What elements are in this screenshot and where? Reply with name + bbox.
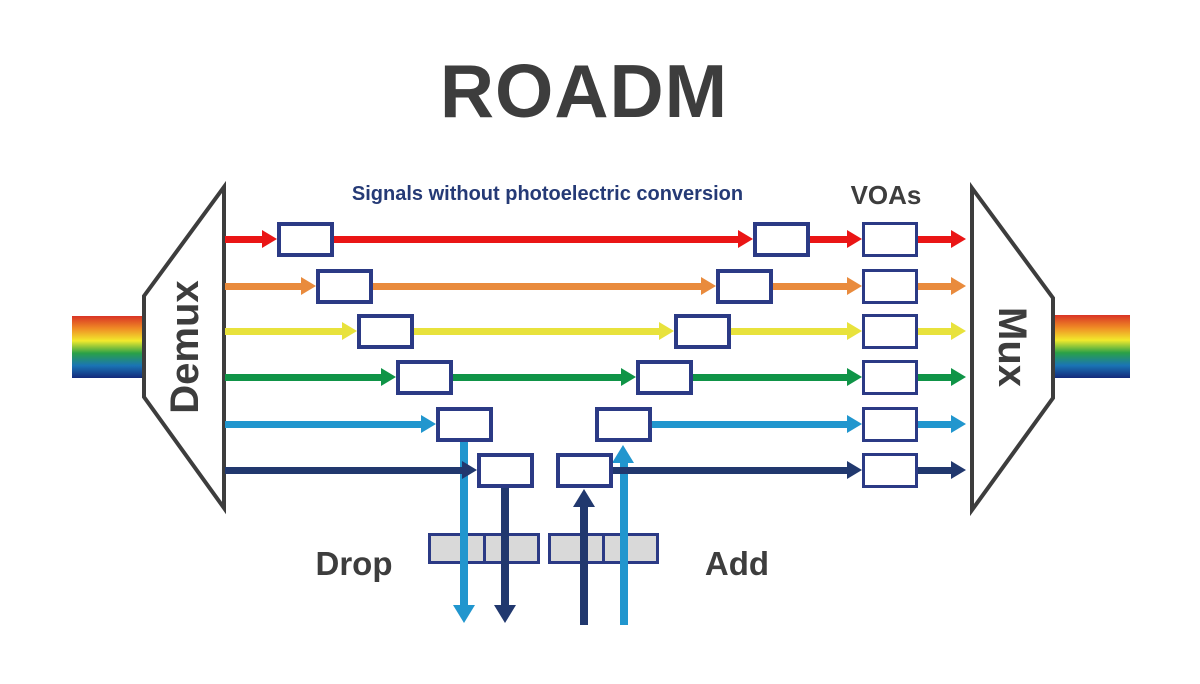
green-arrowhead-icon <box>951 368 966 386</box>
drop-label: Drop <box>315 545 393 582</box>
orange-line-from-demux <box>225 282 304 290</box>
light-blue-line-from-demux <box>225 420 424 428</box>
add-dark-blue-line <box>580 504 588 625</box>
red-switch-box-east <box>753 221 810 257</box>
drop-dark-blue-arrowhead-icon <box>494 605 516 623</box>
yellow-voa-box <box>862 313 918 349</box>
green-arrowhead-icon <box>381 368 396 386</box>
subtitle-label: Signals without photoelectric conversion <box>351 183 744 205</box>
red-arrowhead-icon <box>847 230 862 248</box>
yellow-arrowhead-icon <box>659 322 674 340</box>
add-dark-blue-arrowhead-icon <box>573 489 595 507</box>
add-label: Add <box>704 545 770 582</box>
dark-blue-switch-box-west <box>477 452 534 488</box>
green-arrowhead-icon <box>847 368 862 386</box>
voas-label: VOAs <box>850 180 922 210</box>
dark-blue-switch-box-east <box>556 452 613 488</box>
red-switch-box-west <box>277 221 334 257</box>
red-voa-box <box>862 221 918 257</box>
demux-label: Demux <box>163 280 207 414</box>
green-line-to-mux <box>918 373 952 381</box>
drop-light-blue-line <box>460 442 468 606</box>
dark-blue-line-to-mux <box>918 466 952 474</box>
red-arrowhead-icon <box>262 230 277 248</box>
add-light-blue-line <box>620 460 628 625</box>
drop-dark-blue-line <box>501 487 509 606</box>
drop-coupler-cell <box>482 536 538 561</box>
add-coupler <box>548 533 659 564</box>
yellow-switch-box-west <box>357 313 414 349</box>
red-line-to-voa <box>810 235 850 243</box>
page-title: ROADM <box>439 49 729 133</box>
green-line-from-demux <box>225 373 384 381</box>
green-line-to-voa <box>693 373 850 381</box>
red-line-middle <box>334 235 741 243</box>
orange-line-to-mux <box>918 282 952 290</box>
orange-line-to-voa <box>773 282 850 290</box>
drop-coupler <box>428 533 540 564</box>
dark-blue-line-from-demux <box>225 466 465 474</box>
red-line-to-mux <box>918 235 952 243</box>
orange-arrowhead-icon <box>701 277 716 295</box>
yellow-arrowhead-icon <box>847 322 862 340</box>
green-arrowhead-icon <box>621 368 636 386</box>
light-blue-arrowhead-icon <box>951 415 966 433</box>
orange-arrowhead-icon <box>301 277 316 295</box>
orange-arrowhead-icon <box>847 277 862 295</box>
add-light-blue-arrowhead-icon <box>612 445 634 463</box>
yellow-arrowhead-icon <box>342 322 357 340</box>
dark-blue-voa-box <box>862 452 918 488</box>
red-arrowhead-icon <box>738 230 753 248</box>
demux-shape <box>142 180 226 515</box>
yellow-line-to-mux <box>918 327 952 335</box>
mux-shape <box>970 181 1055 517</box>
dark-blue-line-to-voa <box>613 466 850 474</box>
yellow-line-from-demux <box>225 327 345 335</box>
input-spectrum-band <box>72 316 144 378</box>
green-switch-box-east <box>636 359 693 395</box>
light-blue-switch-box-west <box>436 406 493 442</box>
yellow-line-to-voa <box>731 327 850 335</box>
orange-line-middle <box>373 282 704 290</box>
light-blue-line-to-voa <box>652 420 850 428</box>
yellow-switch-box-east <box>674 313 731 349</box>
add-coupler-cell <box>602 536 656 561</box>
red-arrowhead-icon <box>951 230 966 248</box>
orange-switch-box-east <box>716 268 773 304</box>
red-line-from-demux <box>225 235 265 243</box>
dark-blue-arrowhead-icon <box>951 461 966 479</box>
light-blue-voa-box <box>862 406 918 442</box>
dark-blue-arrowhead-icon <box>462 461 477 479</box>
drop-light-blue-arrowhead-icon <box>453 605 475 623</box>
green-switch-box-west <box>396 359 453 395</box>
green-line-middle <box>453 373 624 381</box>
green-voa-box <box>862 359 918 395</box>
mux-label: Mux <box>990 307 1034 387</box>
orange-voa-box <box>862 268 918 304</box>
orange-switch-box-west <box>316 268 373 304</box>
light-blue-line-to-mux <box>918 420 952 428</box>
yellow-line-middle <box>414 327 662 335</box>
dark-blue-arrowhead-icon <box>847 461 862 479</box>
light-blue-switch-box-east <box>595 406 652 442</box>
light-blue-arrowhead-icon <box>847 415 862 433</box>
yellow-arrowhead-icon <box>951 322 966 340</box>
light-blue-arrowhead-icon <box>421 415 436 433</box>
output-spectrum-band <box>1054 315 1130 378</box>
orange-arrowhead-icon <box>951 277 966 295</box>
